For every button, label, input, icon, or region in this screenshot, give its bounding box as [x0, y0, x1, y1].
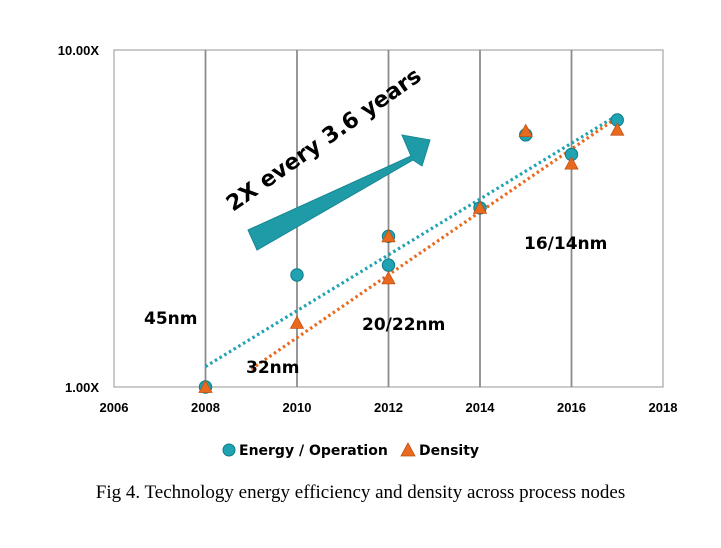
point-density	[518, 123, 533, 137]
legend-label-density: Density	[419, 443, 479, 459]
y-tick-label: 1.00X	[65, 380, 99, 395]
trendline-energy	[204, 113, 619, 368]
trend-arrow	[247, 134, 431, 251]
legend-marker-density	[400, 442, 416, 457]
point-density	[564, 156, 579, 170]
point-density	[289, 315, 305, 329]
point-energy	[290, 268, 304, 282]
trendlines	[204, 113, 619, 371]
x-tick-label: 2016	[557, 400, 586, 415]
x-tick-label: 2018	[649, 400, 678, 415]
node-label-45nm: 45nm	[144, 309, 197, 329]
point-density	[198, 379, 213, 393]
node-label-20-22nm: 20/22nm	[362, 315, 445, 335]
x-tick-label: 2010	[283, 400, 312, 415]
point-density	[472, 200, 488, 214]
node-label-32nm: 32nm	[246, 358, 299, 378]
point-density	[381, 271, 396, 285]
point-density	[610, 122, 625, 136]
legend-label-energy: Energy / Operation	[239, 443, 388, 459]
x-tick-label: 2012	[374, 400, 403, 415]
arrow-label: 2X every 3.6 years	[222, 64, 426, 217]
point-density	[381, 228, 396, 243]
node-label-16-14nm: 16/14nm	[524, 234, 607, 254]
legend: Energy / Operation Density	[222, 442, 479, 459]
data-points	[198, 113, 625, 394]
x-tick-label: 2008	[191, 400, 220, 415]
x-tick-label: 2014	[466, 400, 496, 415]
figure-caption: Fig 4. Technology energy efficiency and …	[95, 482, 626, 503]
trendline-density	[250, 116, 619, 371]
y-tick-label: 10.00X	[58, 43, 100, 58]
legend-marker-energy	[222, 443, 236, 457]
x-tick-label: 2006	[100, 400, 129, 415]
x-axis: 2006 2008 2010 2012 2014 2016 2018	[100, 400, 678, 415]
point-energy	[381, 258, 396, 272]
gridlines	[204, 50, 573, 387]
y-axis: 1.00X 10.00X	[58, 43, 100, 395]
